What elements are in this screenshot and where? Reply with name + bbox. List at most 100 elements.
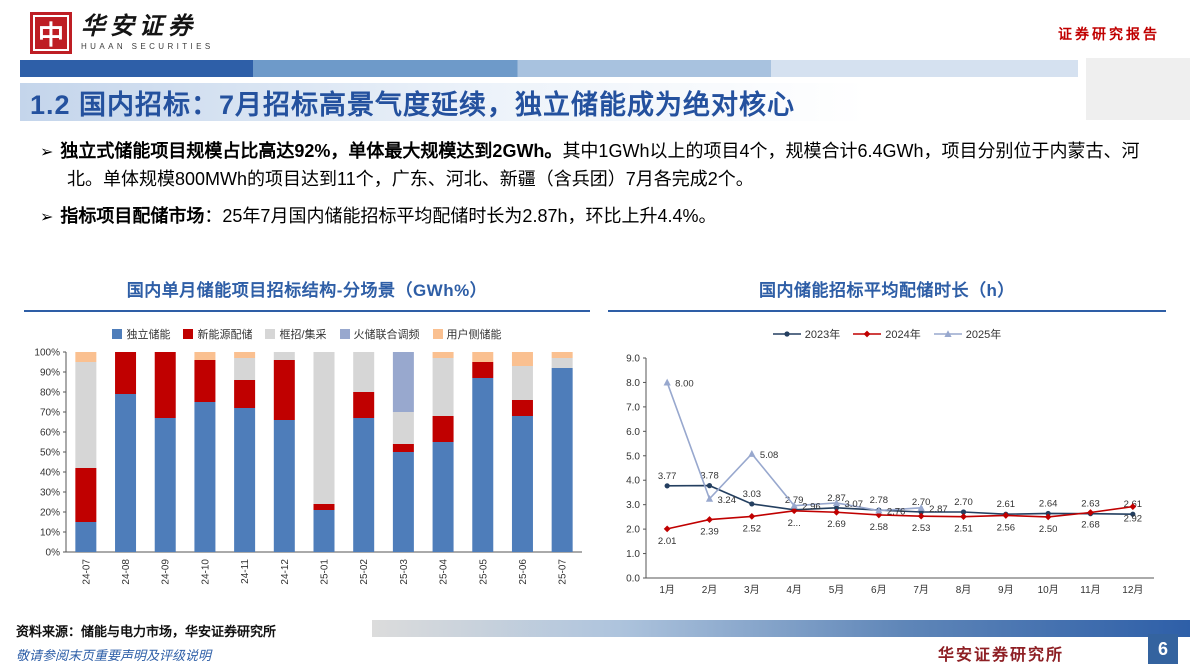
chart-text: 2.87 — [929, 504, 948, 515]
chart-text: 2.70 — [954, 497, 973, 508]
chart-text: 9月 — [998, 584, 1014, 596]
bullet-item-1: ➢ 独立式储能项目规模占比高达92%，单体最大规模达到2GWh。其中1GWh以上的… — [40, 138, 1162, 194]
chart-text: 2.0 — [626, 525, 640, 536]
chart-text: 1月 — [659, 584, 675, 596]
legend-item: 新能源配储 — [183, 326, 252, 342]
data-point-marker — [944, 330, 952, 337]
data-point-marker — [664, 483, 670, 489]
data-point-marker — [1087, 509, 1094, 516]
chart-text: 5.0 — [626, 451, 640, 462]
bar-segment — [273, 352, 295, 360]
legend-item: 独立储能 — [112, 326, 170, 342]
chart-text: 2.92 — [1124, 514, 1143, 525]
chart-text: 0.0 — [626, 574, 640, 585]
chart-text: 7.0 — [626, 402, 640, 413]
legend-item: 2023年 — [772, 326, 840, 342]
legend-label: 2025年 — [965, 329, 1002, 341]
legend-swatch — [339, 329, 350, 339]
chart-text: 10月 — [1038, 584, 1059, 596]
legend-swatch — [183, 329, 194, 339]
bar-segment — [154, 352, 176, 418]
data-point-marker — [832, 499, 841, 506]
legend-label: 新能源配储 — [197, 329, 253, 341]
bar-segment — [75, 362, 97, 468]
report-type-label: 证券研究报告 — [1058, 26, 1160, 42]
bar-segment — [115, 394, 137, 552]
bar-segment — [392, 444, 414, 452]
data-point-marker — [706, 483, 713, 489]
line-series — [667, 484, 1133, 516]
bar-segment — [194, 352, 216, 360]
chart-text: 2.79 — [785, 495, 804, 506]
bar-segment — [154, 418, 176, 552]
data-point-marker — [790, 507, 798, 515]
bullet-arrow-icon: ➢ — [40, 208, 54, 226]
chart-text: 2.63 — [1081, 499, 1100, 510]
logo-company-name: 华安证券 — [81, 11, 197, 40]
chart-text: 25-03 — [399, 559, 410, 585]
chart-text: 8.00 — [675, 378, 694, 389]
legend-label: 2024年 — [885, 329, 921, 341]
chart-text: 24-08 — [121, 559, 132, 585]
chart-text: 20% — [40, 508, 60, 519]
data-point-marker — [917, 512, 925, 520]
bar-segment — [432, 416, 454, 442]
legend-item: 火储联合调频 — [339, 326, 420, 342]
bar-chart-legend: 独立储能 新能源配储 框招/集采 火储联合调频 用户侧储能 — [24, 326, 590, 342]
chart-text: 100% — [34, 348, 60, 359]
legend-label: 用户侧储能 — [446, 329, 502, 341]
page-title: 1.2 国内招标：7月招标高景气度延续，独立储能成为绝对核心 — [30, 89, 796, 120]
chart-text: 24-07 — [81, 559, 92, 585]
bar-segment — [551, 358, 573, 368]
bar-chart-section: 国内单月储能项目招标结构-分场景（GWh%） 独立储能 新能源配储 框招/集采 火储联… — [24, 276, 590, 601]
data-point-marker — [1130, 511, 1136, 517]
chart-text: 2.50 — [1039, 524, 1058, 535]
line-chart-section: 国内储能招标平均配储时长（h） 2023年 2024年 2025年 0.0 1.0 2.… — [608, 276, 1166, 607]
line-series — [666, 505, 1133, 530]
data-point-marker — [749, 501, 755, 507]
chart-text: 5.08 — [760, 450, 779, 461]
chart-text: 2.78 — [870, 495, 889, 506]
bullets-section: ➢ 独立式储能项目规模占比高达92%，单体最大规模达到2GWh。其中1GWh以上的… — [40, 138, 1162, 240]
bar-segment — [353, 352, 375, 392]
bar-segment — [273, 420, 295, 552]
legend-line-sample — [933, 330, 962, 337]
legend-label: 火储联合调频 — [353, 329, 420, 341]
line-chart-title: 国内储能招标平均配储时长（h） — [608, 276, 1166, 312]
bar-segment — [353, 392, 375, 418]
chart-text: 6.0 — [626, 427, 640, 438]
chart-text: 11月 — [1080, 584, 1100, 596]
line-chart-canvas: 0.0 1.0 2.0 3.0 4.0 5.0 6.0 7.0 8.0 9.0 1月 2月 3月 4月 5月… — [608, 344, 1166, 607]
data-point-marker — [833, 508, 840, 516]
chart-text: 2.87 — [827, 493, 846, 504]
chart-text: 25-05 — [478, 559, 489, 585]
chart-text: 90% — [40, 368, 60, 379]
legend-item: 2025年 — [933, 326, 1002, 342]
chart-text: 2... — [788, 518, 801, 529]
chart-text: 2.96 — [802, 502, 821, 513]
data-point-marker — [863, 330, 871, 338]
chart-text: 8.0 — [626, 378, 640, 389]
bar-chart-canvas: 0% 10% 20% 30% 40% 50% 60% 70% 80% 90% 100% 24-07 24… — [24, 344, 590, 601]
chart-text: 4.0 — [626, 476, 640, 487]
bar-segment — [194, 360, 216, 402]
line-chart-legend: 2023年 2024年 2025年 — [608, 326, 1166, 342]
bar-segment — [392, 452, 414, 552]
chart-text: 25-04 — [439, 559, 450, 585]
chart-text: 4月 — [786, 584, 802, 596]
bar-segment — [432, 352, 454, 358]
chart-text: 2.64 — [1039, 498, 1058, 509]
bullet-2-bold-text: 指标项目配储市场 — [60, 205, 205, 226]
chart-text: 6月 — [871, 584, 887, 596]
chart-text: 80% — [40, 388, 60, 399]
bar-segment — [234, 408, 256, 552]
bar-segment — [273, 360, 295, 420]
legend-label: 独立储能 — [126, 329, 171, 341]
bar-segment — [472, 378, 494, 552]
source-note: 资料来源：储能与电力市场，华安证券研究所 — [16, 624, 277, 639]
chart-text: 7月 — [913, 584, 929, 596]
company-logo: 中 华安证券 HUAAN SECURITIES — [30, 12, 214, 54]
data-point-marker — [663, 378, 671, 386]
chart-text: 3.07 — [845, 499, 864, 510]
chart-text: 2.61 — [997, 499, 1016, 510]
